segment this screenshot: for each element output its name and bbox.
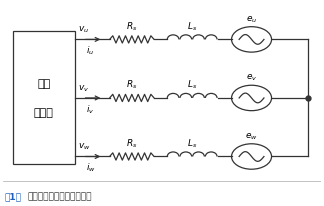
Text: $R_s$: $R_s$ [126, 138, 138, 150]
Text: $R_s$: $R_s$ [126, 79, 138, 91]
Text: $v_w$: $v_w$ [78, 142, 90, 152]
Text: $v_v$: $v_v$ [78, 83, 89, 94]
Text: $L_s$: $L_s$ [187, 138, 197, 150]
Text: $e_v$: $e_v$ [246, 73, 257, 83]
Text: 永磁同步电机的等效电路。: 永磁同步电机的等效电路。 [28, 192, 92, 201]
Text: $i_v$: $i_v$ [87, 103, 95, 116]
Text: $L_s$: $L_s$ [187, 20, 197, 33]
Text: $L_s$: $L_s$ [187, 79, 197, 91]
Text: $R_s$: $R_s$ [126, 20, 138, 33]
Text: $i_u$: $i_u$ [87, 44, 95, 57]
Text: $e_u$: $e_u$ [246, 14, 257, 25]
Text: $v_u$: $v_u$ [78, 25, 89, 35]
Text: 图1：: 图1： [5, 192, 22, 201]
Text: $i_w$: $i_w$ [87, 162, 96, 174]
Text: 逆变器: 逆变器 [34, 108, 54, 118]
Text: $e_w$: $e_w$ [245, 131, 258, 142]
Text: 三相: 三相 [37, 79, 50, 89]
Bar [13, 31, 75, 164]
